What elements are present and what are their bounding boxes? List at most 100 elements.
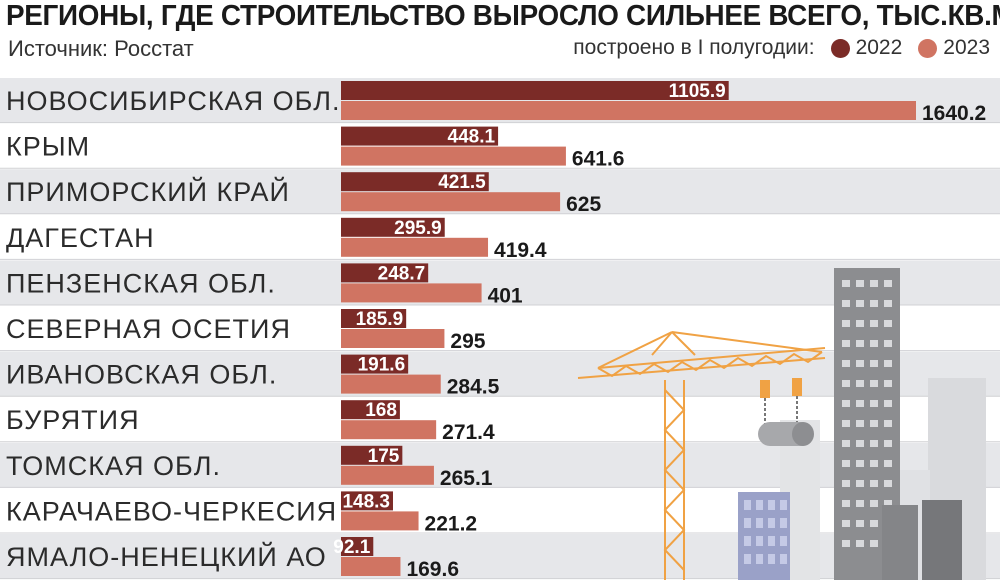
tower-window — [884, 320, 892, 327]
legend-label-2022: 2022 — [855, 36, 903, 59]
tower-window — [842, 460, 850, 467]
tower-window — [884, 300, 892, 307]
tower-window — [870, 520, 878, 527]
value-label-2022: 191.6 — [358, 355, 406, 376]
legend-prefix: построено в I полугодии: — [573, 36, 815, 59]
value-label-2023: 641.6 — [572, 148, 625, 171]
tower-window — [856, 500, 864, 507]
building-dark-mid — [882, 505, 918, 580]
blue-window — [756, 518, 763, 528]
tower-window — [856, 400, 864, 407]
tower-window — [856, 360, 864, 367]
bar-2022 — [341, 263, 429, 283]
blue-window — [768, 536, 775, 546]
bar-2022 — [341, 400, 400, 420]
category-label: КАРАЧАЕВО-ЧЕРКЕСИЯ — [6, 496, 337, 526]
tower-window — [842, 440, 850, 447]
category-label: КРЫМ — [6, 132, 90, 162]
tower-window — [884, 360, 892, 367]
tower-window — [842, 420, 850, 427]
tower-window — [856, 480, 864, 487]
tower-window — [870, 420, 878, 427]
crane-pipe-end — [792, 422, 814, 446]
value-label-2023: 221.2 — [425, 512, 478, 535]
category-label: ИВАНОВСКАЯ ОБЛ. — [6, 360, 277, 390]
tower-window — [856, 300, 864, 307]
blue-window — [768, 518, 775, 528]
tower-window — [842, 280, 850, 287]
value-label-2022: 148.3 — [342, 491, 390, 512]
bar-2023 — [341, 283, 482, 303]
bar-2023 — [341, 557, 401, 576]
tower-window — [884, 460, 892, 467]
row-bands — [0, 78, 1000, 580]
bars: 1105.9 1640.2 448.1 641.6 421.5 625 295.9 419.4… — [333, 81, 986, 580]
crane-hook-right — [792, 378, 802, 396]
bar-2023 — [341, 511, 419, 531]
value-label-2023: 625 — [566, 193, 601, 216]
value-label-2023: 169.6 — [406, 558, 459, 580]
bar-2023 — [341, 192, 561, 212]
tower-window — [870, 280, 878, 287]
value-label-2022: 248.7 — [378, 263, 426, 284]
category-labels: НОВОСИБИРСКАЯ ОБЛ. КРЫМ ПРИМОРСКИЙ КРАЙ ДАГ… — [6, 86, 341, 572]
crane — [577, 331, 826, 580]
source-note: Источник: Росстат — [8, 36, 194, 61]
tower-window — [870, 300, 878, 307]
bar-2023 — [341, 101, 916, 120]
value-label-2022: 421.5 — [438, 172, 486, 193]
bar-2023 — [341, 374, 441, 394]
bar-2022 — [341, 126, 499, 146]
tower-window — [884, 340, 892, 347]
legend-swatch-2022 — [830, 38, 850, 58]
bar-2023 — [341, 146, 566, 166]
value-label-2022: 168 — [365, 400, 397, 421]
legend-label-2023: 2023 — [943, 36, 990, 59]
tower-window — [856, 420, 864, 427]
blue-window — [780, 554, 787, 564]
value-label-2022: 175 — [368, 446, 400, 467]
category-label: ДАГЕСТАН — [6, 223, 155, 253]
bar-2023 — [341, 420, 437, 440]
value-label-2023: 271.4 — [442, 421, 495, 444]
value-label-2023: 1640.2 — [922, 102, 986, 125]
tower-window — [842, 360, 850, 367]
tower-window — [884, 400, 892, 407]
tower-window — [856, 280, 864, 287]
value-label-2022: 1105.9 — [669, 81, 726, 102]
value-label-2022: 185.9 — [356, 309, 404, 330]
category-label: ПЕНЗЕНСКАЯ ОБЛ. — [6, 268, 276, 298]
legend: построено в I полугодии: 2022 2023 — [573, 36, 990, 60]
category-label: НОВОСИБИРСКАЯ ОБЛ. — [6, 86, 341, 116]
bar-2022 — [341, 537, 374, 556]
tower-window — [870, 500, 878, 507]
tower-window — [856, 520, 864, 527]
value-label-2022: 295.9 — [394, 218, 442, 239]
building-dark-right — [922, 500, 962, 580]
bar-2022 — [341, 491, 393, 511]
tower-window — [842, 300, 850, 307]
tower-window — [842, 400, 850, 407]
blue-window — [780, 500, 787, 510]
tower-window — [856, 440, 864, 447]
blue-window — [756, 500, 763, 510]
blue-window — [756, 536, 763, 546]
chart-title: РЕГИОНЫ, ГДЕ СТРОИТЕЛЬСТВО ВЫРОСЛО СИЛЬН… — [6, 0, 1000, 32]
tower-window — [870, 460, 878, 467]
blue-window — [756, 554, 763, 564]
tower-window — [842, 480, 850, 487]
tower-window — [884, 500, 892, 507]
category-label: БУРЯТИЯ — [6, 405, 140, 435]
row-band — [0, 442, 1000, 488]
category-label: ЯМАЛО-НЕНЕЦКИЙ АО — [6, 541, 327, 572]
row-band — [0, 534, 1000, 579]
crane-hook-left — [760, 380, 770, 398]
value-label-2023: 284.5 — [447, 376, 500, 399]
legend-swatch-2023 — [918, 38, 938, 58]
tower-window — [884, 380, 892, 387]
tower-window — [870, 360, 878, 367]
row-band — [0, 351, 1000, 397]
tower-window — [856, 320, 864, 327]
blue-window — [780, 518, 787, 528]
